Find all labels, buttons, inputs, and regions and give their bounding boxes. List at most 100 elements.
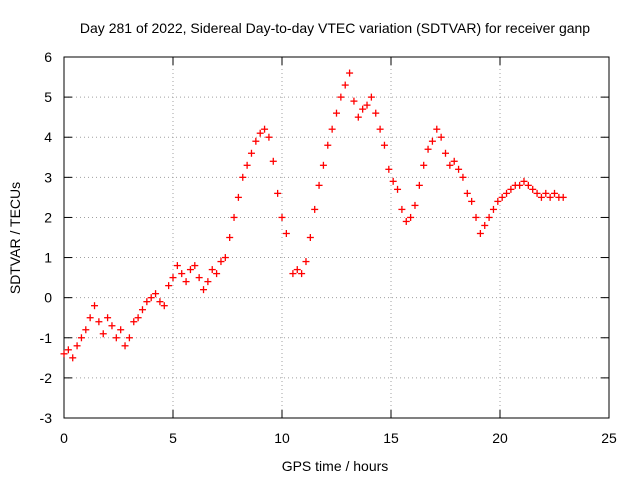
data-point [256, 129, 264, 137]
data-point [69, 354, 77, 362]
data-point [208, 266, 216, 274]
data-point [372, 109, 380, 117]
data-point [117, 326, 125, 334]
data-point [420, 161, 428, 169]
data-point [130, 318, 138, 326]
y-tick-label: 2 [44, 209, 52, 225]
data-point [367, 93, 375, 101]
data-point [319, 161, 327, 169]
y-tick-label: -3 [40, 410, 53, 426]
y-tick-label: 6 [44, 49, 52, 65]
x-tick-labels: 0 5 10 15 20 25 [60, 430, 617, 446]
y-axis-label: SDTVAR / TECUs [7, 182, 23, 294]
data-point [195, 274, 203, 282]
data-point [160, 302, 168, 310]
data-point [143, 298, 151, 306]
data-point [503, 189, 511, 197]
data-point [507, 185, 515, 193]
data-point [138, 306, 146, 314]
y-tick-label: -2 [40, 370, 53, 386]
data-point [442, 149, 449, 157]
x-axis-label: GPS time / hours [282, 458, 389, 474]
data-point [230, 213, 238, 221]
grid [64, 57, 609, 418]
axis-ticks [63, 56, 610, 419]
data-point [524, 181, 532, 189]
data-point [459, 173, 467, 181]
data-point [265, 133, 273, 141]
data-point [437, 133, 445, 141]
data-point [278, 213, 286, 221]
data-point [108, 322, 116, 330]
data-series [60, 69, 567, 362]
data-point [261, 125, 269, 133]
data-point [559, 193, 567, 201]
data-point [221, 254, 229, 262]
data-point [247, 149, 255, 157]
data-point [311, 205, 319, 213]
x-tick-label: 10 [274, 430, 290, 446]
y-tick-label: 3 [44, 169, 52, 185]
data-point [489, 205, 497, 213]
data-point [455, 165, 463, 173]
data-point [516, 181, 524, 189]
x-tick-label: 25 [601, 430, 617, 446]
data-point [243, 161, 251, 169]
data-point [498, 193, 506, 201]
data-point [64, 346, 72, 354]
data-point [217, 258, 225, 266]
data-point [354, 113, 362, 121]
y-tick-label: 5 [44, 89, 52, 105]
data-point [125, 334, 133, 342]
data-point [333, 109, 340, 117]
y-tick-label: 4 [44, 129, 52, 145]
data-point [494, 197, 502, 205]
data-point [520, 177, 528, 185]
data-point [402, 217, 410, 225]
data-point [165, 282, 173, 290]
data-point [269, 157, 277, 165]
y-tick-label: 1 [44, 250, 52, 266]
data-point [274, 189, 282, 197]
data-point [394, 185, 402, 193]
data-point [542, 189, 550, 197]
data-point [121, 342, 129, 350]
data-point [446, 161, 454, 169]
data-point [147, 294, 155, 302]
data-point [169, 274, 177, 282]
data-point [359, 105, 367, 113]
data-point [95, 318, 103, 326]
data-point [385, 165, 393, 173]
data-point [152, 290, 160, 298]
data-point [376, 125, 384, 133]
data-point [411, 201, 419, 209]
data-point [363, 101, 371, 109]
data-point [537, 193, 545, 201]
data-point [546, 193, 554, 201]
data-point [73, 342, 81, 350]
data-point [182, 278, 190, 286]
data-point [302, 258, 310, 266]
data-point [204, 278, 212, 286]
data-point [226, 234, 234, 241]
data-point [551, 189, 558, 197]
data-point [200, 286, 208, 294]
data-point [428, 137, 436, 145]
data-point [315, 181, 323, 189]
data-point [234, 193, 242, 201]
plot-frame [63, 56, 610, 419]
data-point [112, 334, 120, 342]
data-point [104, 314, 112, 322]
data-point [337, 93, 345, 101]
data-point [178, 270, 186, 278]
data-point [306, 234, 314, 241]
data-point [433, 125, 441, 133]
data-point [82, 326, 90, 334]
data-point [533, 189, 541, 197]
data-point [350, 97, 358, 105]
data-point [186, 266, 194, 274]
data-point [213, 270, 221, 278]
data-point [293, 266, 301, 274]
